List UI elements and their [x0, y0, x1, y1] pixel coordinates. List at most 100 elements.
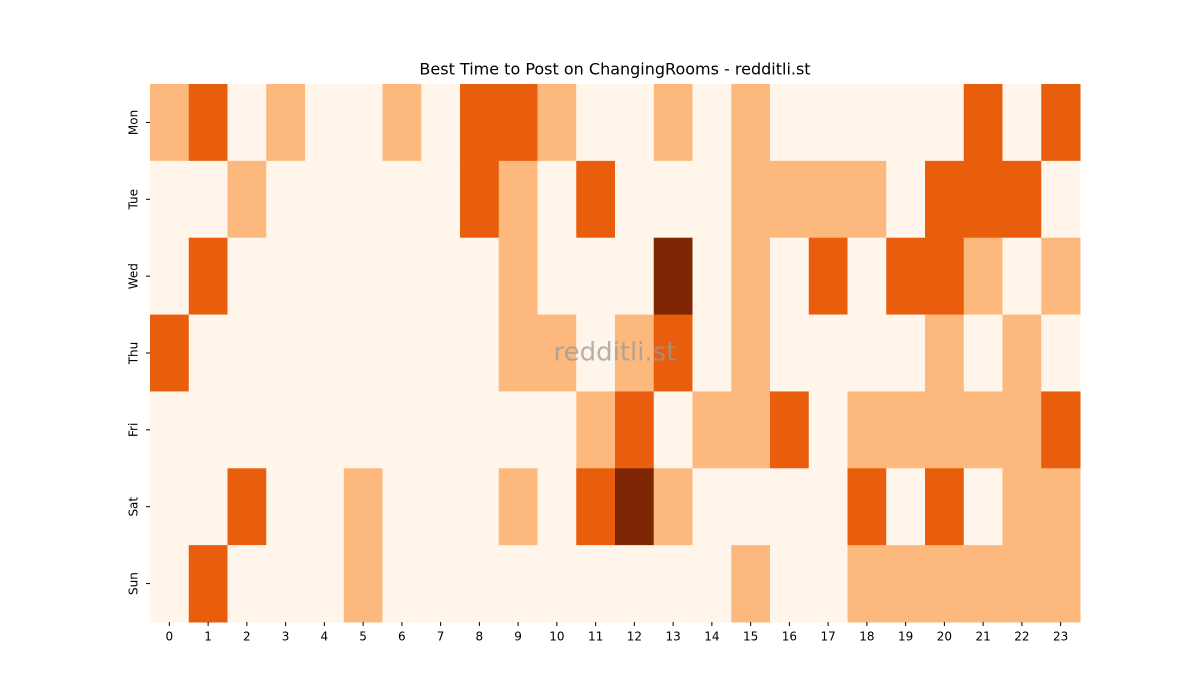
cell	[1002, 84, 1042, 162]
cell	[421, 84, 461, 162]
cell	[460, 160, 500, 239]
x-tick-label: 0	[166, 630, 174, 644]
cell	[537, 314, 577, 392]
cell	[150, 84, 190, 162]
chart-title: Best Time to Post on ChangingRooms - red…	[419, 60, 810, 79]
cell	[615, 160, 655, 239]
cell	[150, 314, 190, 392]
cell	[925, 160, 965, 239]
cell	[498, 391, 538, 469]
cell	[188, 84, 228, 162]
cell	[963, 237, 1003, 316]
cell	[925, 468, 965, 546]
cell	[925, 391, 965, 469]
cell	[421, 545, 461, 623]
y-tick-label: Wed	[127, 263, 141, 289]
cell	[305, 160, 345, 239]
cell	[615, 84, 655, 162]
cell	[925, 545, 965, 623]
x-tick-label: 7	[437, 630, 445, 644]
x-tick-label: 10	[549, 630, 564, 644]
cell	[847, 314, 887, 392]
x-tick-label: 9	[514, 630, 522, 644]
cell	[963, 468, 1003, 546]
cell	[421, 468, 461, 546]
cell	[770, 314, 810, 392]
cell	[188, 314, 228, 392]
cell	[343, 468, 383, 546]
y-tick-label: Thu	[127, 342, 141, 366]
cell	[886, 160, 926, 239]
y-tick-label: Fri	[127, 423, 141, 437]
cell	[150, 391, 190, 469]
cell	[963, 545, 1003, 623]
cell	[150, 545, 190, 623]
cell	[150, 237, 190, 316]
cell	[692, 84, 732, 162]
cell	[653, 160, 693, 239]
cell	[886, 391, 926, 469]
cell	[692, 391, 732, 469]
cell	[847, 391, 887, 469]
cell	[537, 237, 577, 316]
x-tick-label: 2	[243, 630, 251, 644]
cell	[847, 237, 887, 316]
cell	[382, 545, 422, 623]
x-tick-label: 16	[782, 630, 797, 644]
x-tick-label: 15	[743, 630, 758, 644]
cell	[731, 160, 771, 239]
cell	[886, 84, 926, 162]
cell	[266, 545, 306, 623]
cell	[847, 84, 887, 162]
y-tick-label: Mon	[127, 110, 141, 135]
cell	[1002, 237, 1042, 316]
cell	[305, 237, 345, 316]
cell	[770, 160, 810, 239]
cell	[421, 391, 461, 469]
cell	[770, 468, 810, 546]
cell	[537, 160, 577, 239]
cell	[460, 237, 500, 316]
cell	[847, 468, 887, 546]
cell	[653, 391, 693, 469]
cell	[576, 314, 616, 392]
cell	[808, 237, 848, 316]
cell	[576, 84, 616, 162]
cell	[188, 391, 228, 469]
cell	[963, 84, 1003, 162]
cell	[808, 545, 848, 623]
cell	[460, 468, 500, 546]
cell	[808, 160, 848, 239]
cell	[460, 314, 500, 392]
cell	[460, 84, 500, 162]
cell	[692, 314, 732, 392]
cell	[731, 468, 771, 546]
cell	[808, 314, 848, 392]
cell	[305, 545, 345, 623]
x-tick-label: 5	[359, 630, 367, 644]
cell	[1041, 391, 1081, 469]
cell	[227, 314, 267, 392]
cell	[653, 237, 693, 316]
cell	[847, 545, 887, 623]
cell	[576, 237, 616, 316]
cell	[498, 84, 538, 162]
cell	[266, 160, 306, 239]
cell	[1041, 237, 1081, 316]
x-tick-label: 18	[859, 630, 874, 644]
cell	[1002, 160, 1042, 239]
cell	[692, 468, 732, 546]
cell	[576, 391, 616, 469]
cell	[343, 237, 383, 316]
cell	[305, 468, 345, 546]
x-tick-label: 1	[204, 630, 212, 644]
watermark: redditli.st	[554, 338, 677, 368]
cell	[421, 237, 461, 316]
cell	[731, 545, 771, 623]
cell	[343, 84, 383, 162]
cell	[227, 391, 267, 469]
cell	[731, 391, 771, 469]
cell	[770, 545, 810, 623]
cell	[886, 468, 926, 546]
